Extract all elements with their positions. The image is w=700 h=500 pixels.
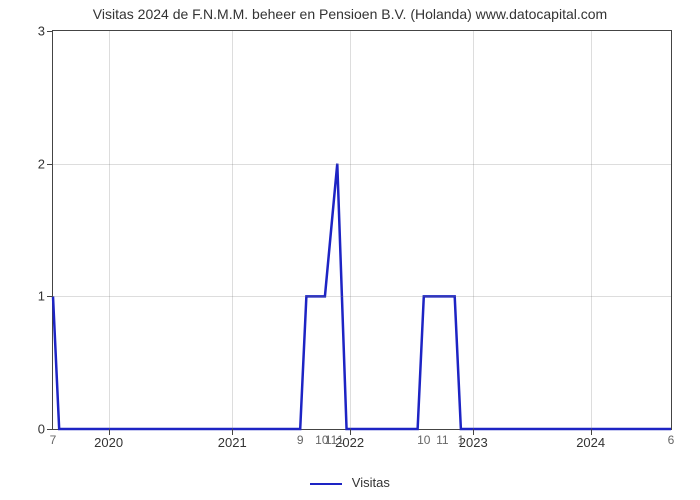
ytick-label: 3 — [38, 24, 53, 39]
point-label: 1 — [458, 429, 465, 447]
point-label: 7 — [50, 429, 57, 447]
gridline-v — [591, 31, 592, 429]
legend: Visitas — [0, 475, 700, 490]
ytick-label: 1 — [38, 289, 53, 304]
point-label: 6 — [668, 429, 675, 447]
xtick-label: 2020 — [94, 429, 123, 450]
line-series — [53, 31, 671, 429]
gridline-h — [53, 164, 671, 165]
gridline-v — [109, 31, 110, 429]
chart-title: Visitas 2024 de F.N.M.M. beheer en Pensi… — [0, 0, 700, 22]
plot-region: 0123202020212022202320247910111101116 — [52, 30, 672, 430]
gridline-v — [350, 31, 351, 429]
legend-label: Visitas — [352, 475, 390, 490]
point-label: 11 — [436, 429, 448, 447]
gridline-v — [473, 31, 474, 429]
xtick-label: 2024 — [576, 429, 605, 450]
gridline-h — [53, 296, 671, 297]
point-label: 11 — [325, 429, 337, 447]
chart-area: 0123202020212022202320247910111101116 — [52, 30, 672, 430]
xtick-label: 2021 — [218, 429, 247, 450]
legend-swatch — [310, 483, 342, 485]
ytick-label: 2 — [38, 156, 53, 171]
point-label: 1 — [337, 429, 344, 447]
gridline-v — [232, 31, 233, 429]
point-label: 9 — [297, 429, 304, 447]
point-label: 10 — [417, 429, 430, 447]
